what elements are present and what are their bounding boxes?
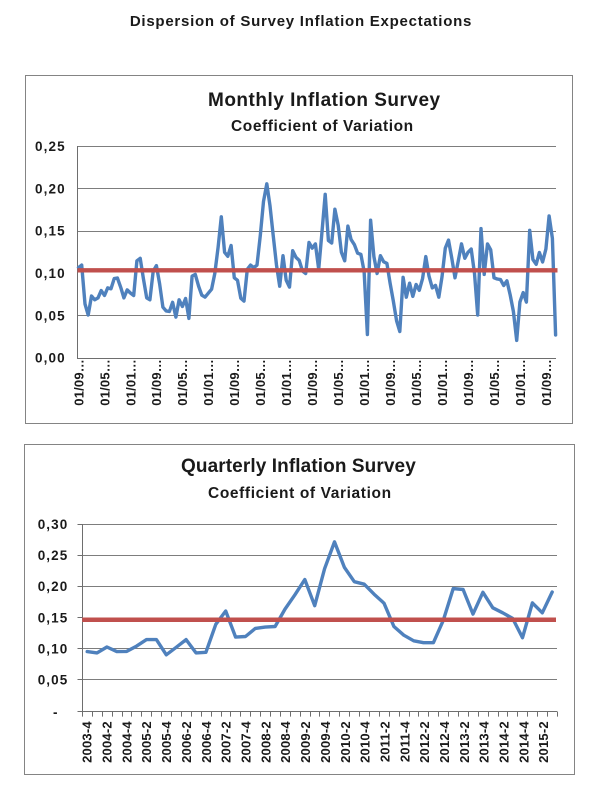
svg-text:01/09…: 01/09…: [461, 359, 476, 406]
svg-text:2003-4: 2003-4: [80, 721, 95, 763]
svg-text:01/05…: 01/05…: [487, 359, 502, 406]
svg-text:2005-2: 2005-2: [139, 721, 154, 763]
svg-text:2005-4: 2005-4: [159, 721, 174, 763]
svg-text:01/01…: 01/01…: [279, 359, 294, 406]
svg-text:2010-2: 2010-2: [338, 721, 353, 763]
svg-text:01/05…: 01/05…: [97, 359, 112, 406]
svg-text:2012-2: 2012-2: [417, 721, 432, 763]
svg-text:2012-4: 2012-4: [437, 721, 452, 763]
svg-text:01/01…: 01/01…: [357, 359, 372, 406]
svg-text:0,10: 0,10: [38, 641, 69, 656]
svg-text:01/09…: 01/09…: [305, 359, 320, 406]
svg-text:2014-4: 2014-4: [516, 721, 531, 763]
svg-text:0,05: 0,05: [38, 673, 69, 688]
svg-text:2007-2: 2007-2: [219, 721, 234, 763]
svg-text:01/01…: 01/01…: [201, 359, 216, 406]
svg-text:2008-2: 2008-2: [258, 721, 273, 763]
svg-text:01/01…: 01/01…: [513, 359, 528, 406]
svg-text:01/05…: 01/05…: [253, 359, 268, 406]
svg-text:01/09…: 01/09…: [227, 359, 242, 406]
svg-text:2008-4: 2008-4: [278, 721, 293, 763]
svg-text:2007-4: 2007-4: [239, 721, 254, 763]
svg-text:2004-2: 2004-2: [100, 721, 115, 763]
svg-text:2011-2: 2011-2: [377, 721, 392, 762]
svg-text:01/01…: 01/01…: [435, 359, 450, 406]
svg-text:01/05…: 01/05…: [331, 359, 346, 406]
svg-text:0,20: 0,20: [35, 181, 66, 196]
svg-text:0,25: 0,25: [35, 139, 66, 154]
svg-text:0,05: 0,05: [35, 308, 66, 323]
svg-text:-: -: [53, 705, 58, 720]
svg-text:01/09…: 01/09…: [71, 359, 86, 406]
svg-text:0,20: 0,20: [38, 579, 69, 594]
svg-text:2009-4: 2009-4: [318, 721, 333, 763]
svg-text:01/05…: 01/05…: [175, 359, 190, 406]
svg-text:2013-4: 2013-4: [477, 721, 492, 763]
svg-text:01/01…: 01/01…: [123, 359, 138, 406]
svg-text:2011-4: 2011-4: [397, 721, 412, 763]
svg-text:0,10: 0,10: [35, 266, 66, 281]
svg-text:01/09…: 01/09…: [383, 359, 398, 406]
svg-text:0,00: 0,00: [35, 351, 66, 366]
svg-text:2013-2: 2013-2: [457, 721, 472, 763]
svg-text:2010-4: 2010-4: [358, 721, 373, 763]
svg-text:2006-4: 2006-4: [199, 721, 214, 763]
svg-text:2006-2: 2006-2: [179, 721, 194, 763]
svg-text:01/05…: 01/05…: [409, 359, 424, 406]
svg-text:2009-2: 2009-2: [298, 721, 313, 763]
svg-text:0,15: 0,15: [35, 224, 66, 239]
svg-text:2004-4: 2004-4: [119, 721, 134, 763]
svg-text:01/09…: 01/09…: [149, 359, 164, 406]
svg-text:0,25: 0,25: [38, 548, 69, 563]
svg-text:0,30: 0,30: [38, 517, 69, 532]
svg-text:0,15: 0,15: [38, 610, 69, 625]
svg-text:01/09…: 01/09…: [539, 359, 554, 406]
svg-text:2015-2: 2015-2: [536, 721, 551, 763]
svg-text:2014-2: 2014-2: [497, 721, 512, 763]
